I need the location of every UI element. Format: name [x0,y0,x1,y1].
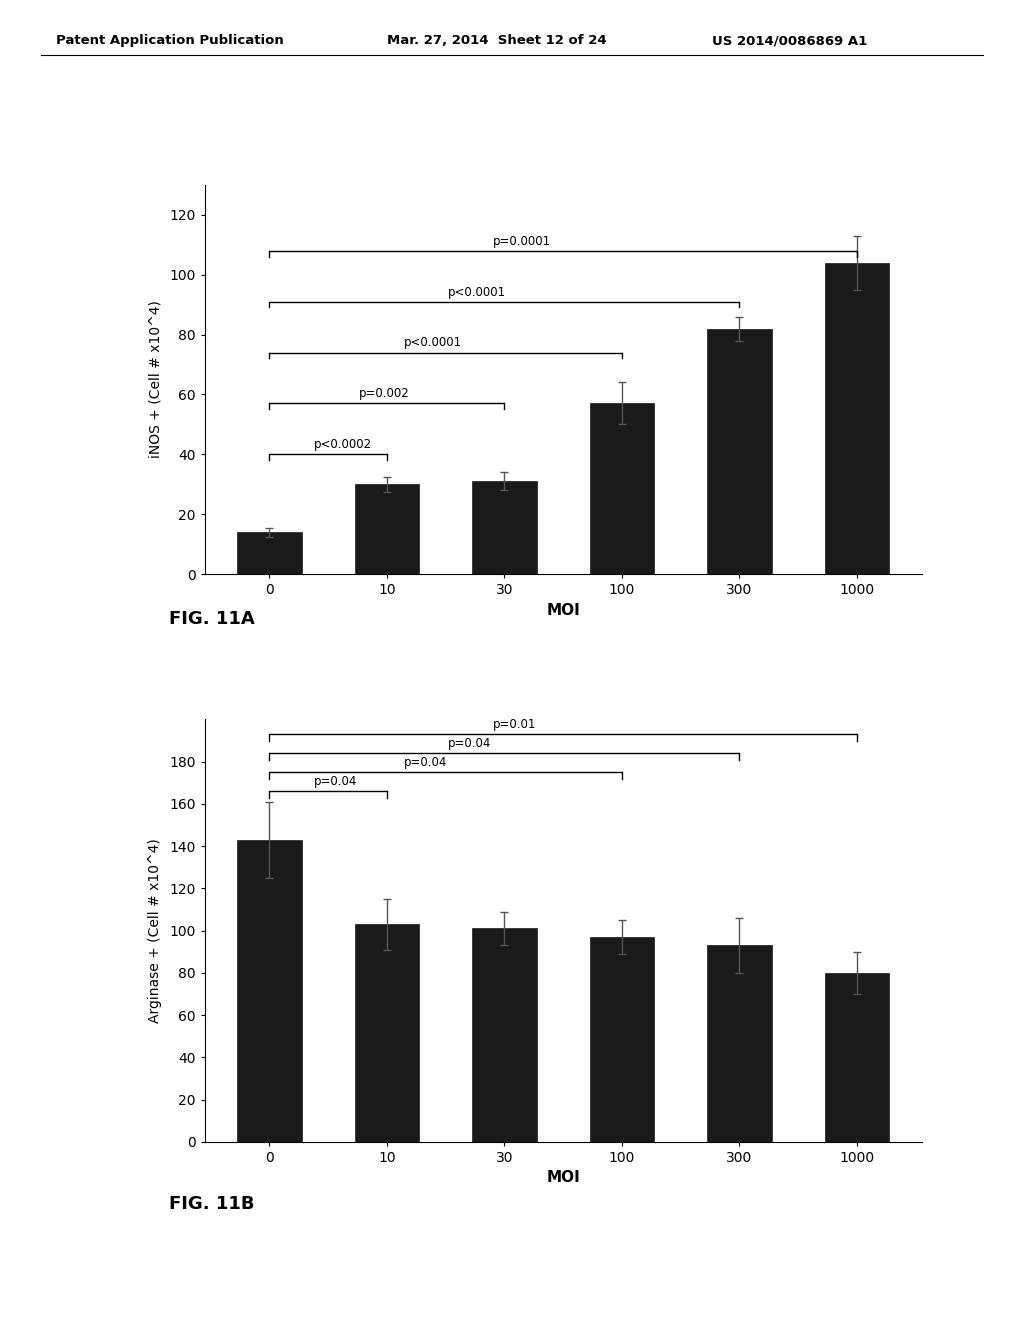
Bar [824,973,889,1142]
Text: Mar. 27, 2014  Sheet 12 of 24: Mar. 27, 2014 Sheet 12 of 24 [387,34,606,48]
X-axis label: MOI: MOI [547,603,580,618]
Text: p=0.04: p=0.04 [403,756,446,768]
Bar [708,945,772,1142]
Text: p=0.01: p=0.01 [493,718,537,731]
Y-axis label: iNOS + (Cell # x10^4): iNOS + (Cell # x10^4) [148,301,163,458]
Text: p=0.04: p=0.04 [449,737,492,750]
Bar [238,840,302,1142]
Text: US 2014/0086869 A1: US 2014/0086869 A1 [712,34,867,48]
Text: p<0.0001: p<0.0001 [449,285,506,298]
Text: p=0.0001: p=0.0001 [493,235,551,248]
Y-axis label: Arginase + (Cell # x10^4): Arginase + (Cell # x10^4) [148,838,163,1023]
X-axis label: MOI: MOI [547,1171,580,1185]
Text: Patent Application Publication: Patent Application Publication [56,34,284,48]
Bar [824,263,889,574]
Bar [354,484,419,574]
Text: FIG. 11A: FIG. 11A [169,610,255,628]
Bar [590,937,654,1142]
Text: p<0.0002: p<0.0002 [314,438,372,451]
Bar [708,329,772,574]
Text: p<0.0001: p<0.0001 [403,337,462,350]
Bar [472,928,537,1142]
Bar [590,404,654,574]
Text: FIG. 11B: FIG. 11B [169,1195,254,1213]
Text: p=0.002: p=0.002 [358,387,410,400]
Bar [354,924,419,1142]
Text: p=0.04: p=0.04 [314,775,357,788]
Bar [238,532,302,574]
Bar [472,482,537,574]
